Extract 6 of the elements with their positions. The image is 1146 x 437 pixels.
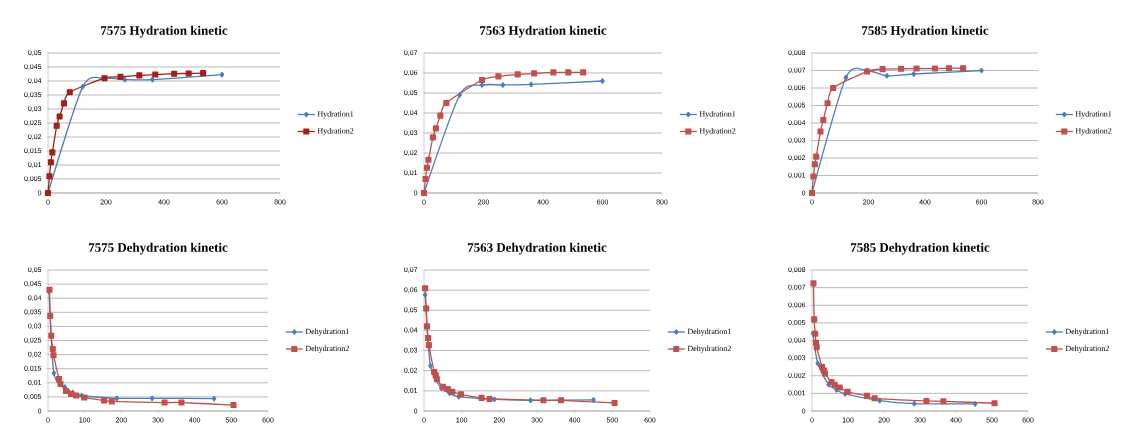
chart-title: 7585 Hydration kinetic — [862, 25, 989, 38]
chart-title: 7585 Dehydration kinetic — [850, 242, 990, 255]
chart-title: 7575 Hydration kinetic — [101, 25, 228, 38]
chart-title: 7563 Hydration kinetic — [480, 25, 607, 38]
chart-title: 7575 Dehydration kinetic — [88, 242, 228, 255]
chart-title: 7563 Dehydration kinetic — [467, 242, 607, 255]
